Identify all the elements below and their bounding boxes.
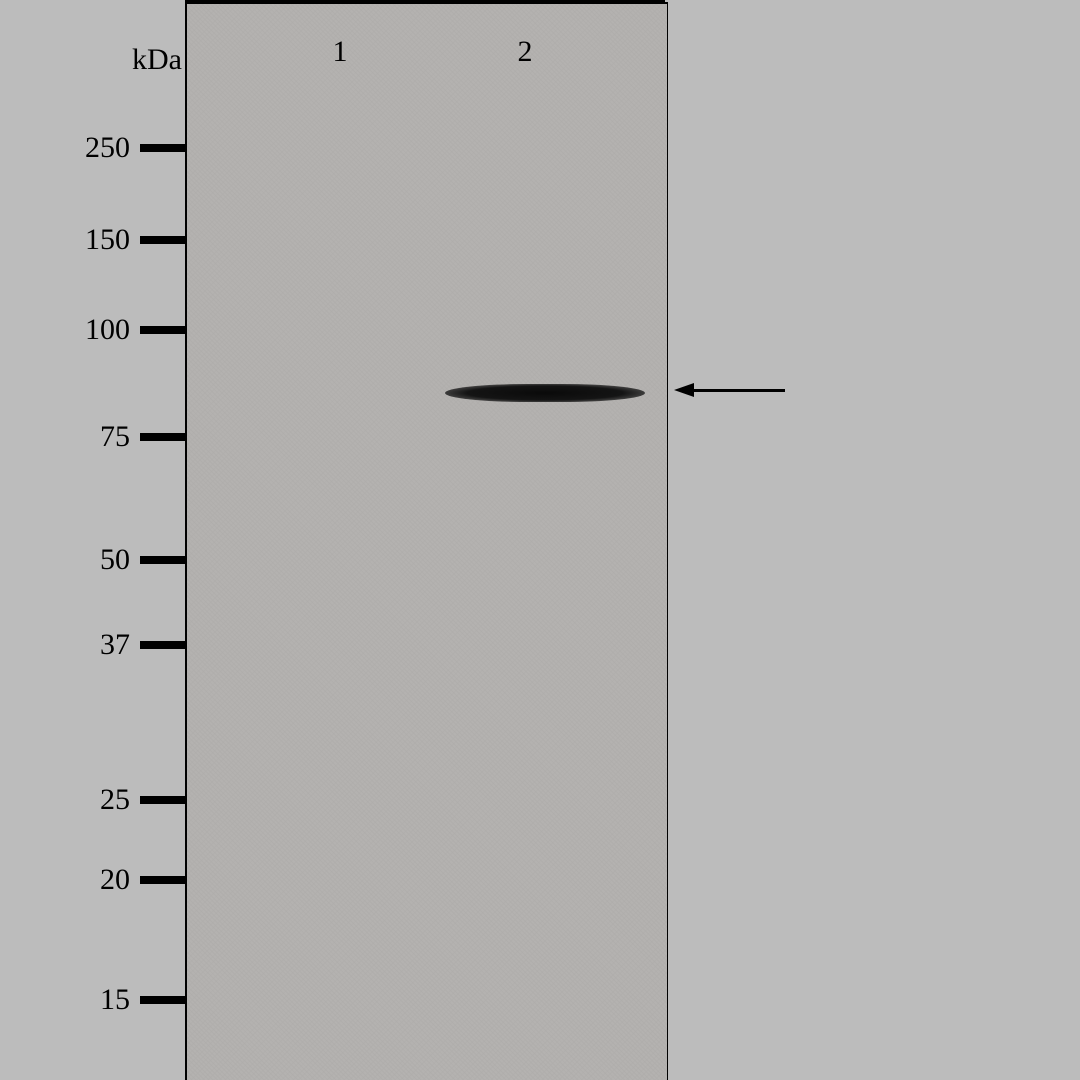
marker-label-20: 20	[100, 865, 130, 895]
lane-label-1: 1	[325, 35, 355, 69]
marker-label-75: 75	[100, 422, 130, 452]
marker-tick-50	[140, 556, 185, 564]
marker-tick-100	[140, 326, 185, 334]
marker-label-100: 100	[85, 315, 130, 345]
lane-label-2: 2	[510, 35, 540, 69]
marker-tick-250	[140, 144, 185, 152]
marker-label-25: 25	[100, 785, 130, 815]
top-black-strip	[185, 0, 665, 4]
marker-tick-150	[140, 236, 185, 244]
marker-tick-20	[140, 876, 185, 884]
arrow-shaft	[690, 389, 785, 392]
marker-label-250: 250	[85, 133, 130, 163]
marker-tick-75	[140, 433, 185, 441]
arrow-head-icon	[674, 383, 694, 397]
marker-tick-25	[140, 796, 185, 804]
marker-label-150: 150	[85, 225, 130, 255]
unit-label-kda: kDa	[132, 43, 182, 77]
marker-label-37: 37	[100, 630, 130, 660]
marker-label-50: 50	[100, 545, 130, 575]
marker-label-15: 15	[100, 985, 130, 1015]
membrane-texture	[187, 4, 667, 1080]
protein-band-lane2	[445, 384, 645, 402]
marker-tick-15	[140, 996, 185, 1004]
marker-tick-37	[140, 641, 185, 649]
western-blot-figure: kDa 1 2 250 150 100 75 50 37 25 20 15	[0, 0, 1080, 1080]
blot-membrane-region	[185, 2, 668, 1080]
